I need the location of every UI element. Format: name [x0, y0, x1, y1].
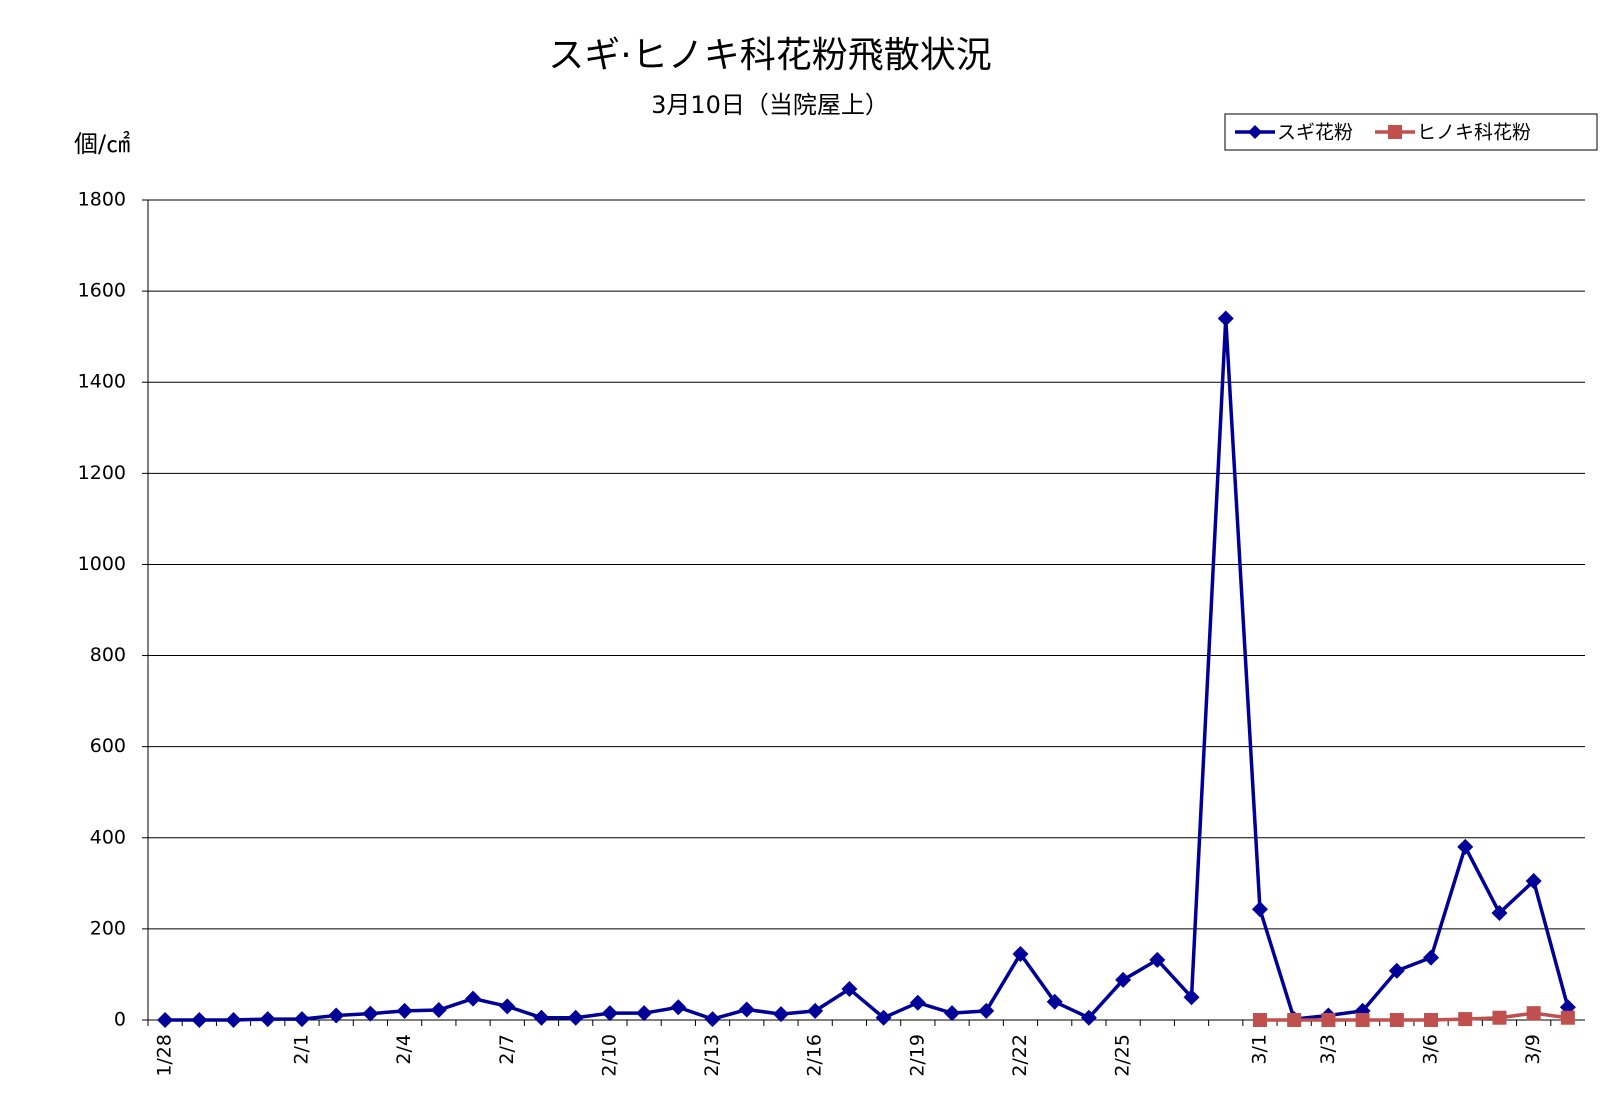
- point: [1115, 971, 1132, 988]
- y-tick-label: 1400: [78, 371, 126, 393]
- legend-label: スギ花粉: [1277, 122, 1353, 144]
- x-tick-label: 2/4: [393, 1034, 415, 1065]
- x-tick-label: 2/19: [906, 1034, 928, 1077]
- x-tick-label: 1/28: [154, 1034, 176, 1077]
- point: [1560, 1010, 1575, 1025]
- x-tick-label: 3/6: [1420, 1034, 1442, 1065]
- point: [1251, 901, 1268, 918]
- x-tick-label: 2/1: [290, 1034, 312, 1065]
- point: [841, 981, 858, 998]
- x-tick-label: 2/7: [496, 1034, 518, 1065]
- y-tick-label: 800: [90, 644, 126, 666]
- y-tick-label: 1600: [78, 280, 126, 302]
- point: [1526, 1006, 1541, 1021]
- point: [1149, 951, 1166, 968]
- point: [1355, 1013, 1370, 1027]
- point: [1525, 873, 1542, 890]
- legend-marker: [1388, 125, 1403, 139]
- y-tick-label: 0: [114, 1009, 126, 1031]
- point: [1183, 989, 1200, 1006]
- point: [259, 1011, 276, 1028]
- y-tick-label: 400: [90, 826, 126, 848]
- legend-label: ヒノキ科花粉: [1417, 122, 1531, 144]
- point: [465, 990, 482, 1007]
- point: [191, 1012, 208, 1028]
- y-tick-label: 600: [90, 735, 126, 757]
- point: [807, 1002, 824, 1019]
- series-line: [165, 318, 1570, 1022]
- x-tick-label: 3/3: [1317, 1034, 1339, 1065]
- x-tick-label: 3/9: [1522, 1034, 1544, 1065]
- point: [1046, 993, 1063, 1010]
- x-tick-label: 2/13: [701, 1034, 723, 1077]
- point: [430, 1001, 447, 1018]
- legend-marker: [1248, 125, 1262, 139]
- point: [944, 1005, 961, 1022]
- point: [1457, 838, 1474, 855]
- point: [1388, 962, 1405, 979]
- point: [1217, 310, 1234, 327]
- y-tick-label: 200: [90, 917, 126, 939]
- x-tick-label: 3/1: [1248, 1034, 1270, 1065]
- point: [1012, 945, 1029, 962]
- series-line: [1259, 1011, 1569, 1022]
- x-tick-label: 2/16: [804, 1034, 826, 1077]
- point: [293, 1011, 310, 1028]
- point: [1491, 904, 1508, 921]
- point: [396, 1002, 413, 1019]
- point: [1080, 1009, 1097, 1026]
- y-tick-label: 1800: [78, 189, 126, 211]
- point: [328, 1007, 345, 1024]
- point: [225, 1012, 242, 1028]
- point: [875, 1009, 892, 1026]
- y-axis-label: 個/㎠: [74, 130, 130, 158]
- y-tick-label: 1200: [78, 462, 126, 484]
- point: [1492, 1010, 1507, 1025]
- point: [1389, 1013, 1404, 1027]
- point: [601, 1005, 618, 1022]
- point: [533, 1009, 550, 1026]
- point: [567, 1009, 584, 1026]
- point: [1424, 1013, 1439, 1027]
- y-tick-label: 1000: [78, 553, 126, 575]
- point: [636, 1005, 653, 1022]
- point: [1321, 1013, 1336, 1027]
- point: [499, 998, 516, 1015]
- point: [157, 1012, 174, 1028]
- point: [978, 1002, 995, 1019]
- point: [909, 994, 926, 1011]
- point: [1458, 1012, 1473, 1027]
- point: [1287, 1013, 1302, 1027]
- chart-subtitle: 3月10日（当院屋上）: [651, 91, 889, 119]
- x-tick-label: 2/22: [1009, 1034, 1031, 1077]
- x-tick-label: 2/25: [1112, 1034, 1134, 1077]
- x-tick-label: 2/10: [598, 1034, 620, 1077]
- chart-title: スギ·ヒノキ科花粉飛散状況: [548, 35, 991, 76]
- point: [772, 1006, 789, 1023]
- point: [1252, 1013, 1267, 1027]
- point: [362, 1005, 379, 1022]
- point: [738, 1001, 755, 1018]
- point: [704, 1011, 721, 1028]
- point: [670, 999, 687, 1016]
- point: [1423, 949, 1440, 966]
